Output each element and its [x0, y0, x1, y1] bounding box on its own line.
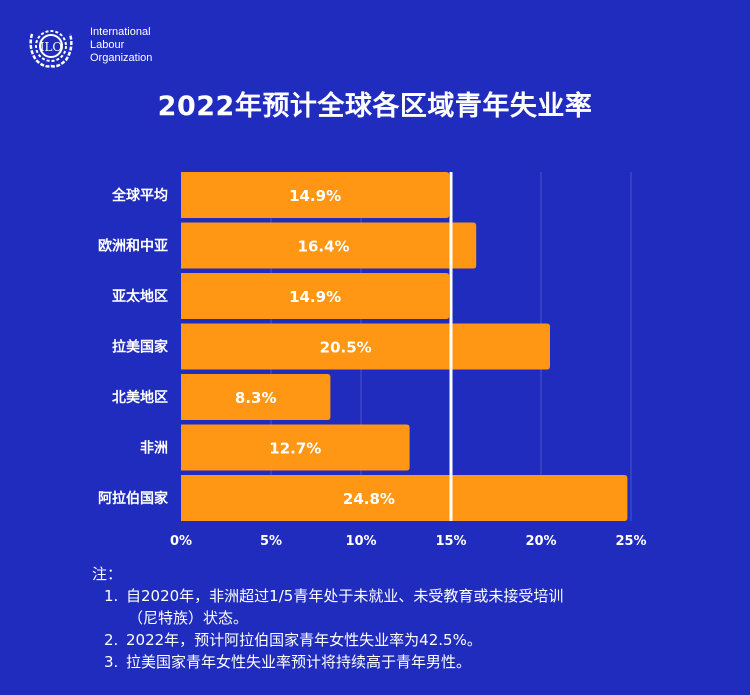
category-label: 非洲 — [140, 440, 168, 457]
note-number: 3. — [104, 653, 119, 671]
value-label: 16.4% — [298, 238, 350, 256]
bar — [181, 273, 450, 319]
bar — [181, 475, 628, 521]
bar — [181, 172, 450, 218]
value-label: 14.9% — [289, 187, 341, 205]
logo-text: ILO — [40, 40, 63, 54]
value-label: 20.5% — [320, 339, 372, 357]
bar — [181, 424, 410, 471]
bar — [181, 374, 331, 420]
note-item: 2. 2022年，预计阿拉伯国家青年女性失业率为42.5%。 — [96, 629, 563, 651]
category-label: 北美地区 — [112, 389, 168, 406]
note-item: 1. 自2020年，非洲超过1/5青年处于未就业、未受教育或未接受培训 — [96, 585, 563, 607]
note-number: 1. — [104, 587, 119, 605]
org-name: International Labour Organization — [90, 26, 152, 65]
org-name-line: International — [90, 26, 151, 38]
value-label: 14.9% — [289, 288, 341, 306]
value-label: 12.7% — [269, 440, 321, 458]
notes: 注： 1. 自2020年，非洲超过1/5青年处于未就业、未受教育或未接受培训 （尼… — [92, 563, 563, 673]
category-label: 拉美国家 — [112, 339, 169, 356]
note-text: 2022年，预计阿拉伯国家青年女性失业率为42.5%。 — [126, 631, 482, 649]
notes-heading: 注： — [92, 565, 123, 583]
note-continuation: （尼特族）状态。 — [128, 609, 249, 627]
note-text: 拉美国家青年女性失业率预计将持续高于青年男性。 — [126, 653, 472, 671]
category-label: 欧洲和中亚 — [98, 238, 168, 255]
x-tick-label: 15% — [435, 534, 466, 549]
value-label: 24.8% — [343, 490, 395, 508]
note-text: 自2020年，非洲超过1/5青年处于未就业、未受教育或未接受培训 — [126, 587, 564, 605]
category-label: 亚太地区 — [112, 288, 168, 305]
category-label: 全球平均 — [111, 187, 168, 204]
org-name-line: Labour — [90, 39, 125, 51]
value-label: 8.3% — [235, 389, 277, 407]
note-item: 3. 拉美国家青年女性失业率预计将持续高于青年男性。 — [96, 651, 563, 673]
x-tick-label: 20% — [525, 534, 556, 549]
chart-title: 2022年预计全球各区域青年失业率 — [157, 91, 593, 122]
bar — [181, 222, 477, 269]
x-tick-label: 10% — [345, 534, 376, 549]
ilo-logo-icon: ILO — [29, 30, 73, 68]
x-tick-label: 25% — [615, 534, 646, 549]
category-label: 阿拉伯国家 — [98, 490, 169, 507]
org-name-line: Organization — [90, 52, 153, 64]
x-tick-label: 0% — [170, 534, 192, 549]
note-number: 2. — [104, 631, 119, 649]
bar — [181, 323, 550, 370]
x-tick-label: 5% — [260, 534, 282, 549]
